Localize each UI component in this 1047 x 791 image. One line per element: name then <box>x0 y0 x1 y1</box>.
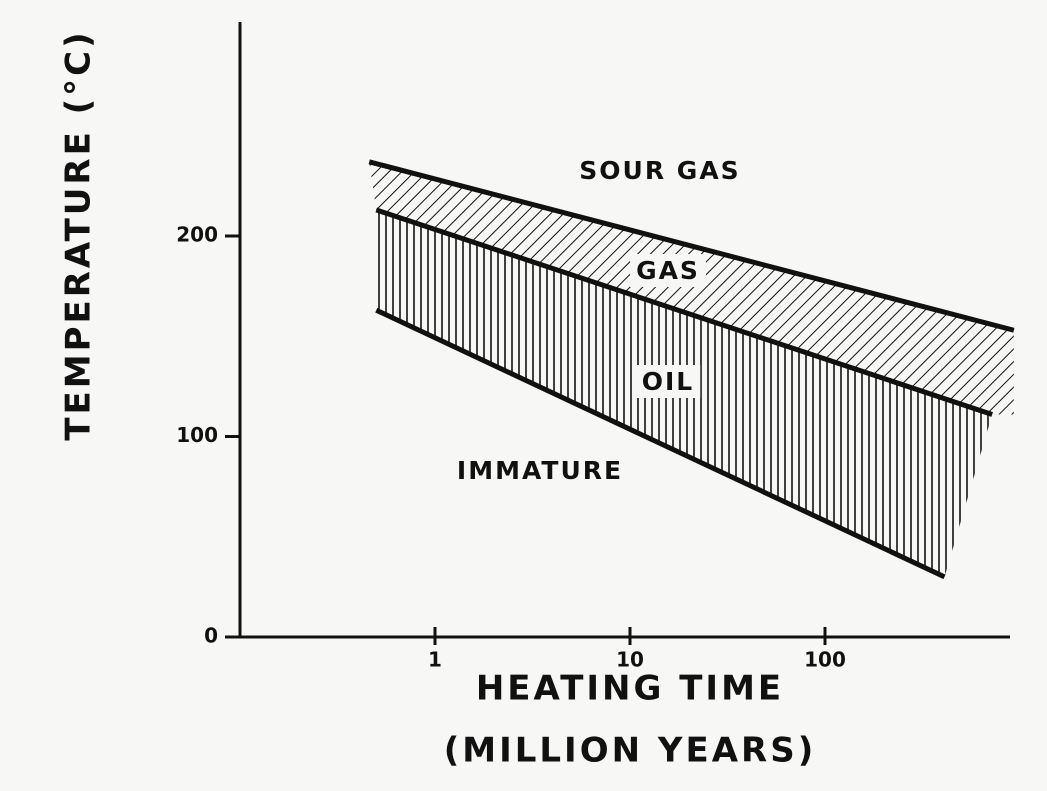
y-tick-label: 0 <box>204 624 218 648</box>
zone-label: GAS <box>636 256 700 285</box>
boundary-line <box>368 159 1015 333</box>
label-bg <box>635 365 701 398</box>
boundary-line <box>375 207 993 417</box>
y-axis-label: TEMPERATURE (°C) <box>59 29 99 440</box>
x-tick-label: 100 <box>804 648 846 672</box>
zone-label: OIL <box>642 367 694 396</box>
label-bg <box>450 454 630 487</box>
zone-label: IMMATURE <box>457 456 623 485</box>
y-tick-label: 200 <box>176 223 218 247</box>
zone-label: SOUR GAS <box>579 156 740 185</box>
y-tick-label: 100 <box>176 423 218 447</box>
x-tick-label: 1 <box>428 648 442 672</box>
boundary-line <box>375 307 946 580</box>
x-axis-units: (MILLION YEARS) <box>444 731 817 771</box>
x-axis-label: HEATING TIME <box>476 669 784 709</box>
x-tick-label: 10 <box>616 648 644 672</box>
hatch-area <box>369 161 1014 415</box>
label-bg <box>630 254 706 287</box>
